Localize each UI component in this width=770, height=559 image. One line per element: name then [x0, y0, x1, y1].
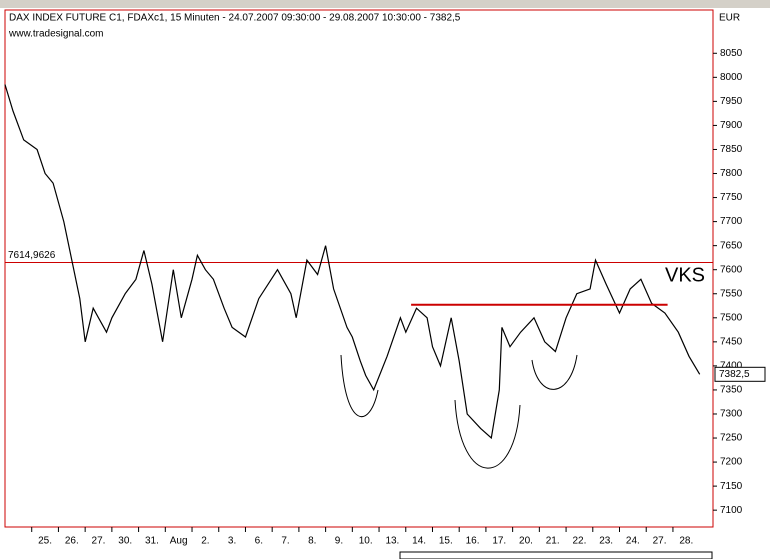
y-axis-label: EUR — [719, 13, 740, 24]
y-tick-label: 7300 — [720, 409, 743, 420]
x-tick-label: 23. — [599, 536, 613, 547]
x-tick-label: Aug — [170, 536, 188, 547]
x-tick-label: 31. — [145, 536, 159, 547]
chart-title: DAX INDEX FUTURE C1, FDAXc1, 15 Minuten … — [9, 13, 461, 24]
y-tick-label: 7750 — [720, 192, 743, 203]
reference-label: 7614,9626 — [8, 250, 56, 261]
x-tick-label: 26. — [65, 536, 79, 547]
last-price-label: 7382,5 — [719, 369, 750, 380]
y-tick-label: 7350 — [720, 385, 743, 396]
x-tick-label: 7. — [281, 536, 289, 547]
x-tick-label: 21. — [546, 536, 560, 547]
y-tick-label: 7850 — [720, 144, 743, 155]
x-tick-label: 6. — [255, 536, 263, 547]
y-tick-label: 7100 — [720, 505, 743, 516]
y-tick-label: 7800 — [720, 168, 743, 179]
y-tick-label: 7950 — [720, 96, 743, 107]
plot-frame — [4, 9, 714, 528]
x-tick-label: 15. — [439, 536, 453, 547]
x-tick-label: 30. — [118, 536, 132, 547]
y-tick-label: 7200 — [720, 457, 743, 468]
x-tick-label: 24. — [626, 536, 640, 547]
y-tick-label: 7500 — [720, 312, 743, 323]
pattern-arc — [454, 399, 521, 469]
pattern-arc — [340, 354, 379, 418]
x-tick-label: 16. — [466, 536, 480, 547]
x-tick-label: 22. — [572, 536, 586, 547]
x-tick-label: 28. — [679, 536, 693, 547]
x-tick-label: 20. — [519, 536, 533, 547]
pattern-arc — [531, 354, 578, 390]
price-line — [4, 84, 701, 440]
y-tick-label: 7600 — [720, 264, 743, 275]
toolbar — [0, 0, 770, 8]
y-tick-label: 7400 — [720, 361, 743, 372]
annotation: VKS — [665, 264, 705, 286]
x-tick-label: 3. — [228, 536, 236, 547]
y-tick-label: 7700 — [720, 216, 743, 227]
chart-subtitle: www.tradesignal.com — [8, 29, 103, 40]
last-price-box — [714, 366, 766, 382]
y-tick-label: 7900 — [720, 120, 743, 131]
x-tick-label: 10. — [359, 536, 373, 547]
x-tick-label: 9. — [335, 536, 343, 547]
x-tick-label: 13. — [385, 536, 399, 547]
y-tick-label: 7250 — [720, 433, 743, 444]
y-tick-label: 7550 — [720, 288, 743, 299]
scrollbar[interactable] — [399, 551, 713, 559]
x-tick-label: 25. — [38, 536, 52, 547]
x-tick-label: 8. — [308, 536, 316, 547]
x-tick-label: 14. — [412, 536, 426, 547]
y-tick-label: 7450 — [720, 336, 743, 347]
x-tick-label: 27. — [92, 536, 106, 547]
y-tick-label: 8000 — [720, 72, 743, 83]
x-tick-label: 17. — [492, 536, 506, 547]
x-tick-label: 27. — [653, 536, 667, 547]
y-tick-label: 7650 — [720, 240, 743, 251]
x-tick-label: 2. — [201, 536, 209, 547]
y-tick-label: 7150 — [720, 481, 743, 492]
y-tick-label: 8050 — [720, 48, 743, 59]
